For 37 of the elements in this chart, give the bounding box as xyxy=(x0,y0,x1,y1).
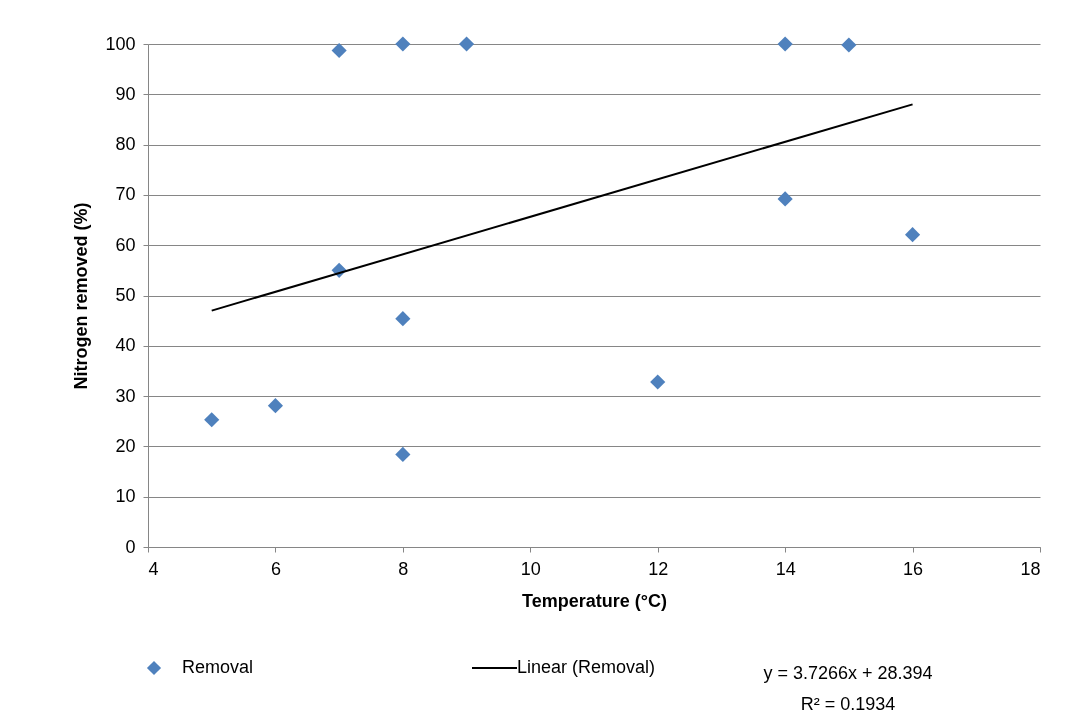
x-tick-label: 8 xyxy=(398,558,409,579)
x-tick-label: 18 xyxy=(1020,558,1041,579)
point xyxy=(904,227,921,243)
y-tick-label: 50 xyxy=(115,285,136,305)
y-tick-label: 100 xyxy=(105,33,136,54)
y-tick-label: 70 xyxy=(115,184,136,205)
x-tick-label: 14 xyxy=(775,558,796,579)
point xyxy=(841,37,857,53)
legend-label: Linear (Removal) xyxy=(517,657,656,677)
point xyxy=(777,191,793,207)
text: y = 3.7266x + 28.394 xyxy=(763,663,933,683)
y-tick-label: 20 xyxy=(115,435,136,456)
x-tick-label: 4 xyxy=(148,558,159,579)
y-axis-title: Nitrogen removed (%) xyxy=(71,202,92,390)
legend-label: Removal xyxy=(182,657,254,677)
x-tick-label: 16 xyxy=(903,558,924,579)
point xyxy=(395,36,411,52)
point xyxy=(650,374,666,390)
x-axis-title: Temperature (°C) xyxy=(522,590,667,611)
point xyxy=(204,412,220,428)
x-tick-label: 6 xyxy=(270,558,281,579)
y-tick-label: 90 xyxy=(115,83,136,104)
point xyxy=(395,446,411,463)
x-tick-label: 12 xyxy=(648,558,669,579)
text: R² = 0.1934 xyxy=(800,694,896,714)
point xyxy=(331,42,347,59)
y-tick-label: 40 xyxy=(115,335,136,356)
point xyxy=(458,36,475,52)
point xyxy=(267,398,284,414)
point xyxy=(777,36,793,52)
y-tick-label: 30 xyxy=(115,385,136,406)
point xyxy=(395,311,411,327)
y-tick-label: 0 xyxy=(125,536,136,557)
x-tick-label: 10 xyxy=(520,558,541,579)
y-tick-label: 10 xyxy=(115,486,136,507)
y-tick-label: 80 xyxy=(115,134,136,155)
y-tick-label: 60 xyxy=(115,234,136,255)
